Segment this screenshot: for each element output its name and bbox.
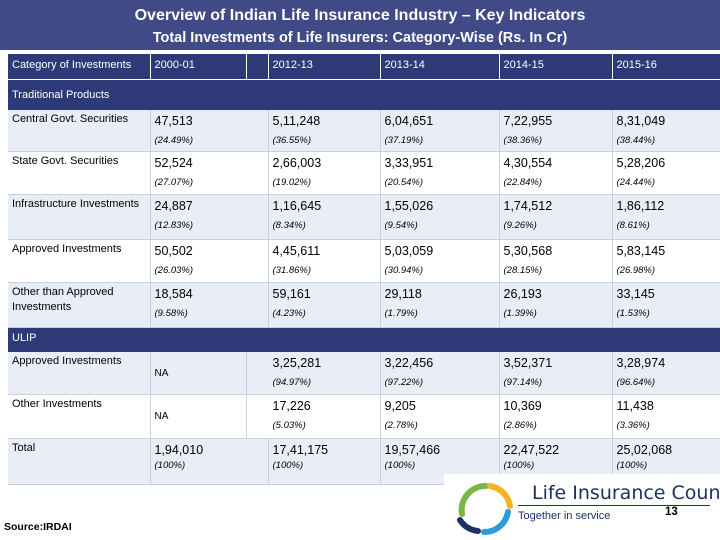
council-logo-tagline: Together in service <box>518 510 611 522</box>
cell: 10,369 (2.86%) <box>499 394 613 439</box>
col-header-2000-01: 2000-01 <box>150 54 247 80</box>
cell: 3,22,456 (97.22%) <box>380 351 500 395</box>
cell: 8,31,049 (38.44%) <box>612 109 720 152</box>
cell: 3,52,371 (97.14%) <box>499 351 613 395</box>
cell: 1,74,512 (9.26%) <box>499 194 613 240</box>
cell: 5,03,059 (30.94%) <box>380 239 500 283</box>
section-label: ULIP <box>8 327 720 352</box>
cell: 5,30,568 (28.15%) <box>499 239 613 283</box>
row-label: Total <box>8 438 151 485</box>
cell: NA <box>150 351 247 395</box>
row-label: State Govt. Securities <box>8 151 151 195</box>
cell: NA <box>150 394 247 439</box>
cell: 18,584 (9.58%) <box>150 282 269 328</box>
cell: 5,83,145 (26.98%) <box>612 239 720 283</box>
cell: 3,25,281 (94.97%) <box>246 351 381 395</box>
col-header-2013-14: 2013-14 <box>380 54 500 80</box>
row-label: Other than Approved Investments <box>8 282 151 328</box>
source-note: Source:IRDAI <box>4 521 72 533</box>
cell: 3,33,951 (20.54%) <box>380 151 500 195</box>
investments-table: Category of Investments 2000-01 2012-13 … <box>8 54 720 485</box>
row-label: Approved Investments <box>8 239 151 283</box>
cell: 17,226 (5.03%) <box>246 394 381 439</box>
row-label: Central Govt. Securities <box>8 109 151 152</box>
cell: 26,193 (1.39%) <box>499 282 613 328</box>
table-header-row: Category of Investments 2000-01 2012-13 … <box>8 54 720 80</box>
cell: 2,66,003 (19.02%) <box>268 151 381 195</box>
cell: 52,524 (27.07%) <box>150 151 269 195</box>
table-row: Approved Investments 50,502 (26.03%) 4,45… <box>8 239 720 283</box>
council-logo: Life Insurance Council Together in servi… <box>444 474 720 540</box>
cell: 1,16,645 (8.34%) <box>268 194 381 240</box>
cell: 3,28,974 (96.64%) <box>612 351 720 395</box>
cell: 9,205 (2.78%) <box>380 394 500 439</box>
row-label: Other Investments <box>8 394 151 439</box>
col-header-2015-16: 2015-16 <box>612 54 720 80</box>
cell: 1,55,026 (9.54%) <box>380 194 500 240</box>
cell: 4,45,611 (31.86%) <box>268 239 381 283</box>
cell: 24,887 (12.83%) <box>150 194 269 240</box>
col-header-2012-13: 2012-13 <box>268 54 381 80</box>
title-banner: Overview of Indian Life Insurance Indust… <box>0 0 720 50</box>
table-row: State Govt. Securities 52,524 (27.07%) 2,… <box>8 151 720 195</box>
page-subtitle: Total Investments of Life Insurers: Cate… <box>152 30 568 46</box>
row-label: Infrastructure Investments <box>8 194 151 240</box>
page-number: 13 <box>665 506 678 518</box>
logo-divider <box>518 505 710 506</box>
cell: 5,28,206 (24.44%) <box>612 151 720 195</box>
table-row: Central Govt. Securities 47,513 (24.49%) … <box>8 109 720 152</box>
cell: 33,145 (1.53%) <box>612 282 720 328</box>
col-header-2014-15: 2014-15 <box>499 54 613 80</box>
council-logo-name: Life Insurance Council <box>532 482 720 504</box>
cell: 6,04,651 (37.19%) <box>380 109 500 152</box>
council-logo-icon <box>457 482 513 536</box>
cell: 50,502 (26.03%) <box>150 239 269 283</box>
cell: 11,438 (3.36%) <box>612 394 720 439</box>
table-row: Other than Approved Investments 18,584 (9… <box>8 282 720 328</box>
cell: 59,161 (4.23%) <box>268 282 381 328</box>
section-row-ulip: ULIP <box>8 327 720 352</box>
table-row: Other Investments NA 17,226 (5.03%) 9,205… <box>8 394 720 439</box>
cell: 5,11,248 (36.55%) <box>268 109 381 152</box>
cell: 29,118 (1.79%) <box>380 282 500 328</box>
cell: 7,22,955 (38.36%) <box>499 109 613 152</box>
col-header-category: Category of Investments <box>8 54 151 80</box>
row-label: Approved Investments <box>8 351 151 395</box>
cell: 17,41,175 (100%) <box>268 438 381 485</box>
section-label: Traditional Products <box>8 79 720 110</box>
col-header-spacer <box>246 54 269 80</box>
cell: 1,86,112 (8.61%) <box>612 194 720 240</box>
page-title: Overview of Indian Life Insurance Indust… <box>134 7 586 24</box>
cell: 1,94,010 (100%) <box>150 438 269 485</box>
table-row: Approved Investments NA 3,25,281 (94.97%)… <box>8 351 720 395</box>
table-row: Infrastructure Investments 24,887 (12.83%… <box>8 194 720 240</box>
cell: 4,30,554 (22.84%) <box>499 151 613 195</box>
cell: 47,513 (24.49%) <box>150 109 269 152</box>
section-row-traditional: Traditional Products <box>8 79 720 110</box>
